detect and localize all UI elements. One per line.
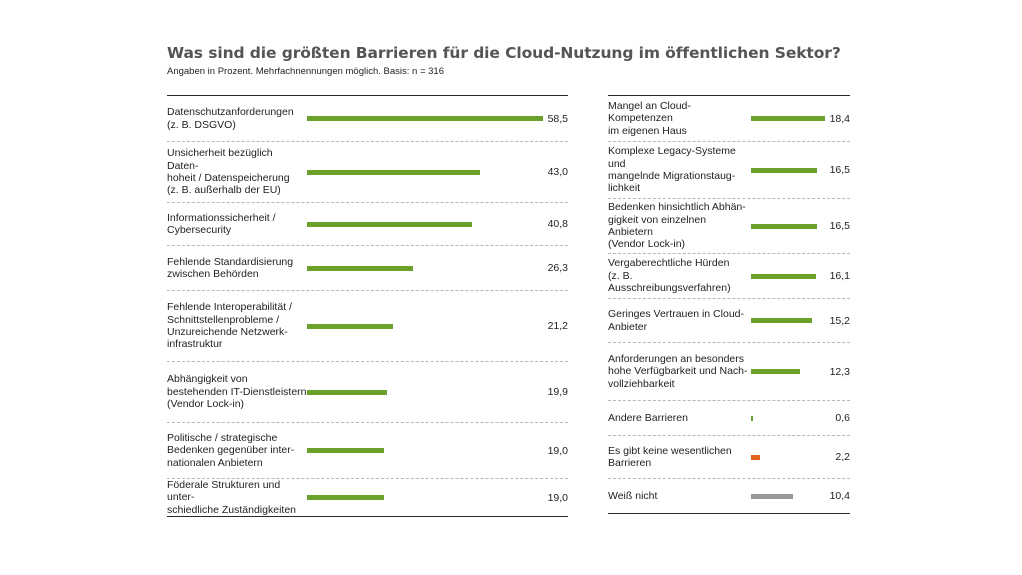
bar bbox=[307, 389, 388, 395]
bar-row: Politische / strategische Bedenken gegen… bbox=[167, 423, 568, 479]
bar-row: Vergaberechtliche Hürden (z. B. Ausschre… bbox=[608, 254, 850, 299]
bar-row: Unsicherheit bezüglich Daten- hoheit / D… bbox=[167, 142, 568, 203]
bar-track bbox=[751, 223, 825, 229]
bar bbox=[307, 116, 543, 121]
bar bbox=[307, 221, 472, 227]
bar-label: Fehlende Standardisierung zwischen Behör… bbox=[167, 255, 294, 280]
bar-track bbox=[307, 169, 543, 175]
bar-value-label: 40,8 bbox=[547, 218, 568, 230]
bar-value-label: 12,3 bbox=[829, 365, 850, 378]
bar-row: Föderale Strukturen und unter- schiedlic… bbox=[167, 479, 568, 516]
bar bbox=[751, 454, 760, 460]
bar-value-label: 26,3 bbox=[547, 262, 568, 274]
bar-row: Informationssicherheit / Cybersecurity 40… bbox=[167, 203, 568, 246]
bar-panel-left: Datenschutzanforderungen (z. B. DSGVO) 58… bbox=[167, 95, 568, 517]
bar-value-label: 10,4 bbox=[829, 490, 850, 502]
bar-label: Föderale Strukturen und unter- schiedlic… bbox=[167, 478, 296, 516]
bar bbox=[307, 448, 384, 453]
bar-label: Fehlende Interoperabilität / Schnittstel… bbox=[167, 301, 292, 351]
bar-value-label: 19,9 bbox=[547, 386, 568, 398]
bar-row: Anforderungen an besonders hohe Verfügba… bbox=[608, 343, 850, 401]
bar-label: Bedenken hinsichtlich Abhän- gigkeit von… bbox=[608, 201, 746, 251]
bar-label: Weiß nicht bbox=[608, 489, 658, 502]
bar-track bbox=[307, 221, 543, 227]
bar-value-label: 58,5 bbox=[547, 112, 568, 125]
bar bbox=[751, 273, 816, 279]
bar-label: Vergaberechtliche Hürden (z. B. Ausschre… bbox=[608, 257, 731, 295]
bar-label: Anforderungen an besonders hohe Verfügba… bbox=[608, 352, 748, 390]
bar-track bbox=[307, 265, 543, 271]
chart-title: Was sind die größten Barrieren für die C… bbox=[167, 44, 841, 62]
bar-track bbox=[751, 167, 825, 173]
bar-row: Fehlende Interoperabilität / Schnittstel… bbox=[167, 291, 568, 362]
bar bbox=[307, 169, 481, 175]
bar-value-label: 16,1 bbox=[829, 270, 850, 282]
bar-label: Komplexe Legacy-Systeme und mangelnde Mi… bbox=[608, 145, 736, 195]
bar-label: Politische / strategische Bedenken gegen… bbox=[167, 431, 295, 469]
bar-label: Geringes Vertrauen in Cloud- Anbieter bbox=[608, 308, 744, 333]
chart-subtitle: Angaben in Prozent. Mehrfachnennungen mö… bbox=[167, 66, 445, 77]
bar-row: Mangel an Cloud-Kompetenzen im eigenen H… bbox=[608, 96, 850, 142]
bar bbox=[307, 495, 384, 500]
bar bbox=[307, 323, 393, 329]
bar-value-label: 15,2 bbox=[829, 314, 850, 327]
bar-label: Informationssicherheit / Cybersecurity bbox=[167, 211, 276, 236]
bar-label: Unsicherheit bezüglich Daten- hoheit / D… bbox=[167, 147, 290, 197]
bar-row: Es gibt keine wesentlichen Barrieren 2,2 bbox=[608, 436, 850, 479]
bar-value-label: 16,5 bbox=[829, 164, 850, 176]
bar-track bbox=[751, 273, 825, 279]
bar-row: Fehlende Standardisierung zwischen Behör… bbox=[167, 246, 568, 291]
bar-panel-right: Mangel an Cloud-Kompetenzen im eigenen H… bbox=[608, 95, 850, 514]
bar-value-label: 16,5 bbox=[829, 220, 850, 232]
bar bbox=[751, 415, 754, 421]
bar-track bbox=[307, 389, 543, 395]
bar-label: Andere Barrieren bbox=[608, 411, 688, 424]
bar-track bbox=[307, 323, 543, 329]
bar-track bbox=[307, 448, 543, 453]
bar-label: Datenschutzanforderungen (z. B. DSGVO) bbox=[167, 106, 294, 131]
bar-track bbox=[751, 369, 825, 374]
bar-row: Weiß nicht 10,4 bbox=[608, 479, 850, 513]
bar-track bbox=[751, 493, 825, 499]
bar-track bbox=[751, 454, 825, 460]
bar-row: Komplexe Legacy-Systeme und mangelnde Mi… bbox=[608, 142, 850, 199]
bar-label: Mangel an Cloud-Kompetenzen im eigenen H… bbox=[608, 99, 691, 137]
bar-track bbox=[751, 415, 825, 421]
bar-value-label: 2,2 bbox=[835, 451, 850, 463]
bar bbox=[751, 318, 813, 323]
bar bbox=[751, 369, 801, 374]
bar-track bbox=[307, 495, 543, 500]
bar-track bbox=[751, 318, 825, 323]
bar-row: Datenschutzanforderungen (z. B. DSGVO) 58… bbox=[167, 96, 568, 142]
bar-row: Bedenken hinsichtlich Abhän- gigkeit von… bbox=[608, 199, 850, 254]
bar-row: Andere Barrieren 0,6 bbox=[608, 401, 850, 436]
bar-value-label: 19,0 bbox=[547, 444, 568, 457]
bar bbox=[751, 493, 793, 499]
bar bbox=[751, 167, 818, 173]
bar-label: Es gibt keine wesentlichen Barrieren bbox=[608, 444, 732, 469]
bar-track bbox=[307, 116, 543, 121]
bar-label: Abhängigkeit von bestehenden IT-Dienstle… bbox=[167, 373, 307, 411]
bar-value-label: 18,4 bbox=[829, 112, 850, 125]
bar-value-label: 19,0 bbox=[547, 491, 568, 504]
bar-track bbox=[751, 116, 825, 121]
bar bbox=[751, 116, 825, 121]
bar-row: Abhängigkeit von bestehenden IT-Dienstle… bbox=[167, 362, 568, 423]
bar-value-label: 43,0 bbox=[547, 166, 568, 178]
bar bbox=[751, 223, 818, 229]
bar-value-label: 21,2 bbox=[547, 320, 568, 332]
bar bbox=[307, 265, 414, 271]
bar-row: Geringes Vertrauen in Cloud- Anbieter 15,… bbox=[608, 299, 850, 343]
bar-value-label: 0,6 bbox=[835, 412, 850, 424]
